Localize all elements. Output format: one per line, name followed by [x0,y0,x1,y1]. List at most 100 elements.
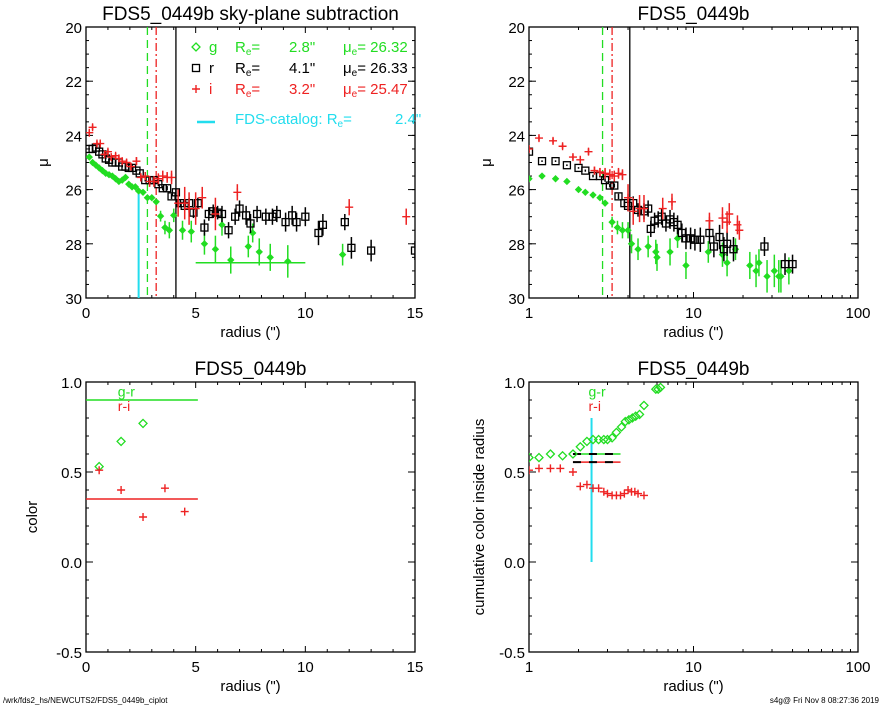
data-point-diamond [653,253,661,262]
x-tick-label: 100 [845,659,870,676]
legend: g Re= 2.8" μe= 26.32 r Re= 4.1" μe= 26.33 i Re= 3.… [191,39,421,130]
data-point-diamond [86,153,93,161]
data-point-plus [601,169,610,178]
data-point-diamond [557,450,568,461]
data-point-square [301,212,310,221]
series-r [529,147,797,275]
data-point-diamond [138,418,148,429]
data-point-diamond [211,245,220,253]
data-point-plus [95,466,104,475]
legend-re-value: 4.1" [289,60,315,77]
legend-mu-label: μe= 25.47 [343,81,408,100]
plot-frame [528,26,859,299]
data-point-plus [603,489,612,498]
data-point-plus [610,172,619,181]
chart-title: FDS5_0449b sky-plane subtraction [102,4,399,25]
data-point-square [537,156,547,166]
data-point-diamond [655,382,666,393]
data-point-square [788,259,797,269]
y-tick-label: 30 [65,291,82,308]
x-tick-label: 10 [685,305,702,322]
data-point-square [171,188,181,197]
data-point-square [657,212,666,221]
data-point-plus [576,482,585,491]
data-point-plus [705,216,714,225]
data-point-square [272,209,281,219]
x-tick-label: 10 [297,305,314,322]
data-point-diamond [165,226,174,234]
series-label-r-i: r-i [589,398,601,414]
data-point-square [410,246,415,255]
data-point-diamond [116,436,127,447]
data-point-diamond [752,267,760,275]
legend-mu-label: μe= 26.32 [343,39,408,58]
data-point-diamond [682,261,690,270]
y-tick-label: 20 [65,20,82,37]
data-point-plus [558,142,567,151]
plot-area [529,382,666,562]
legend-re-label: Re= [235,39,260,58]
y-tick-label: 0.0 [61,555,82,572]
data-point-square [292,217,301,227]
plot-frame [85,381,416,653]
chart-title: FDS5_0449b [638,359,750,380]
data-point-diamond [551,175,560,183]
series-r-i [95,466,189,521]
data-point-plus [167,173,176,182]
data-point-diamond [627,240,636,248]
y-tick-label: 28 [65,237,82,254]
legend-re-label: Re= [235,81,260,100]
data-point-diamond [627,413,638,423]
legend-row-catalog: FDS-catalog: Re= 2.4" [197,111,421,130]
data-point-diamond [191,42,201,52]
data-point-square [722,239,732,248]
data-point-diamond [611,427,622,438]
legend-re-label: Re= [235,60,260,79]
data-point-diamond [170,211,178,220]
data-point-plus [345,203,354,212]
data-point-square [158,184,167,193]
data-point-diamond [534,452,544,463]
data-point-diamond [770,267,779,275]
data-point-square [288,211,297,220]
data-point-diamond [644,242,652,251]
data-point-square [366,246,376,255]
y-tick-label: -0.5 [499,645,525,662]
data-point-square [581,166,590,175]
data-point-plus [149,177,158,186]
data-point-diamond [620,416,631,427]
data-point-diamond [613,223,622,232]
data-point-diamond [624,226,632,234]
y-axis-label: μ [478,158,495,167]
data-point-diamond [755,259,763,267]
data-point-plus [594,484,603,493]
data-point-plus [718,214,727,223]
y-tick-label: 26 [508,183,525,200]
data-point-diamond [284,257,292,266]
data-point-plus [667,197,676,206]
chart-title: FDS5_0449b [195,359,307,380]
data-point-diamond [568,449,578,459]
data-point-diamond [148,194,156,202]
data-point-plus [599,487,608,496]
data-point-plus [556,464,565,473]
data-point-diamond [574,185,583,194]
data-point-diamond [218,221,226,229]
data-point-plus [126,162,135,171]
x-tick-label: 100 [845,305,870,322]
series-g [86,153,347,278]
y-tick-label: 22 [65,74,82,91]
x-tick-label: 1 [525,659,533,676]
data-point-plus [624,486,633,494]
data-point-diamond [639,400,649,411]
data-point-plus [141,172,150,181]
data-point-plus [584,147,593,156]
y-tick-label: 24 [508,128,525,145]
plot-area [529,27,797,298]
legend-row-r: r Re= 4.1" μe= 26.33 [191,60,408,79]
data-point-plus [616,491,625,500]
data-point-square [696,235,705,244]
